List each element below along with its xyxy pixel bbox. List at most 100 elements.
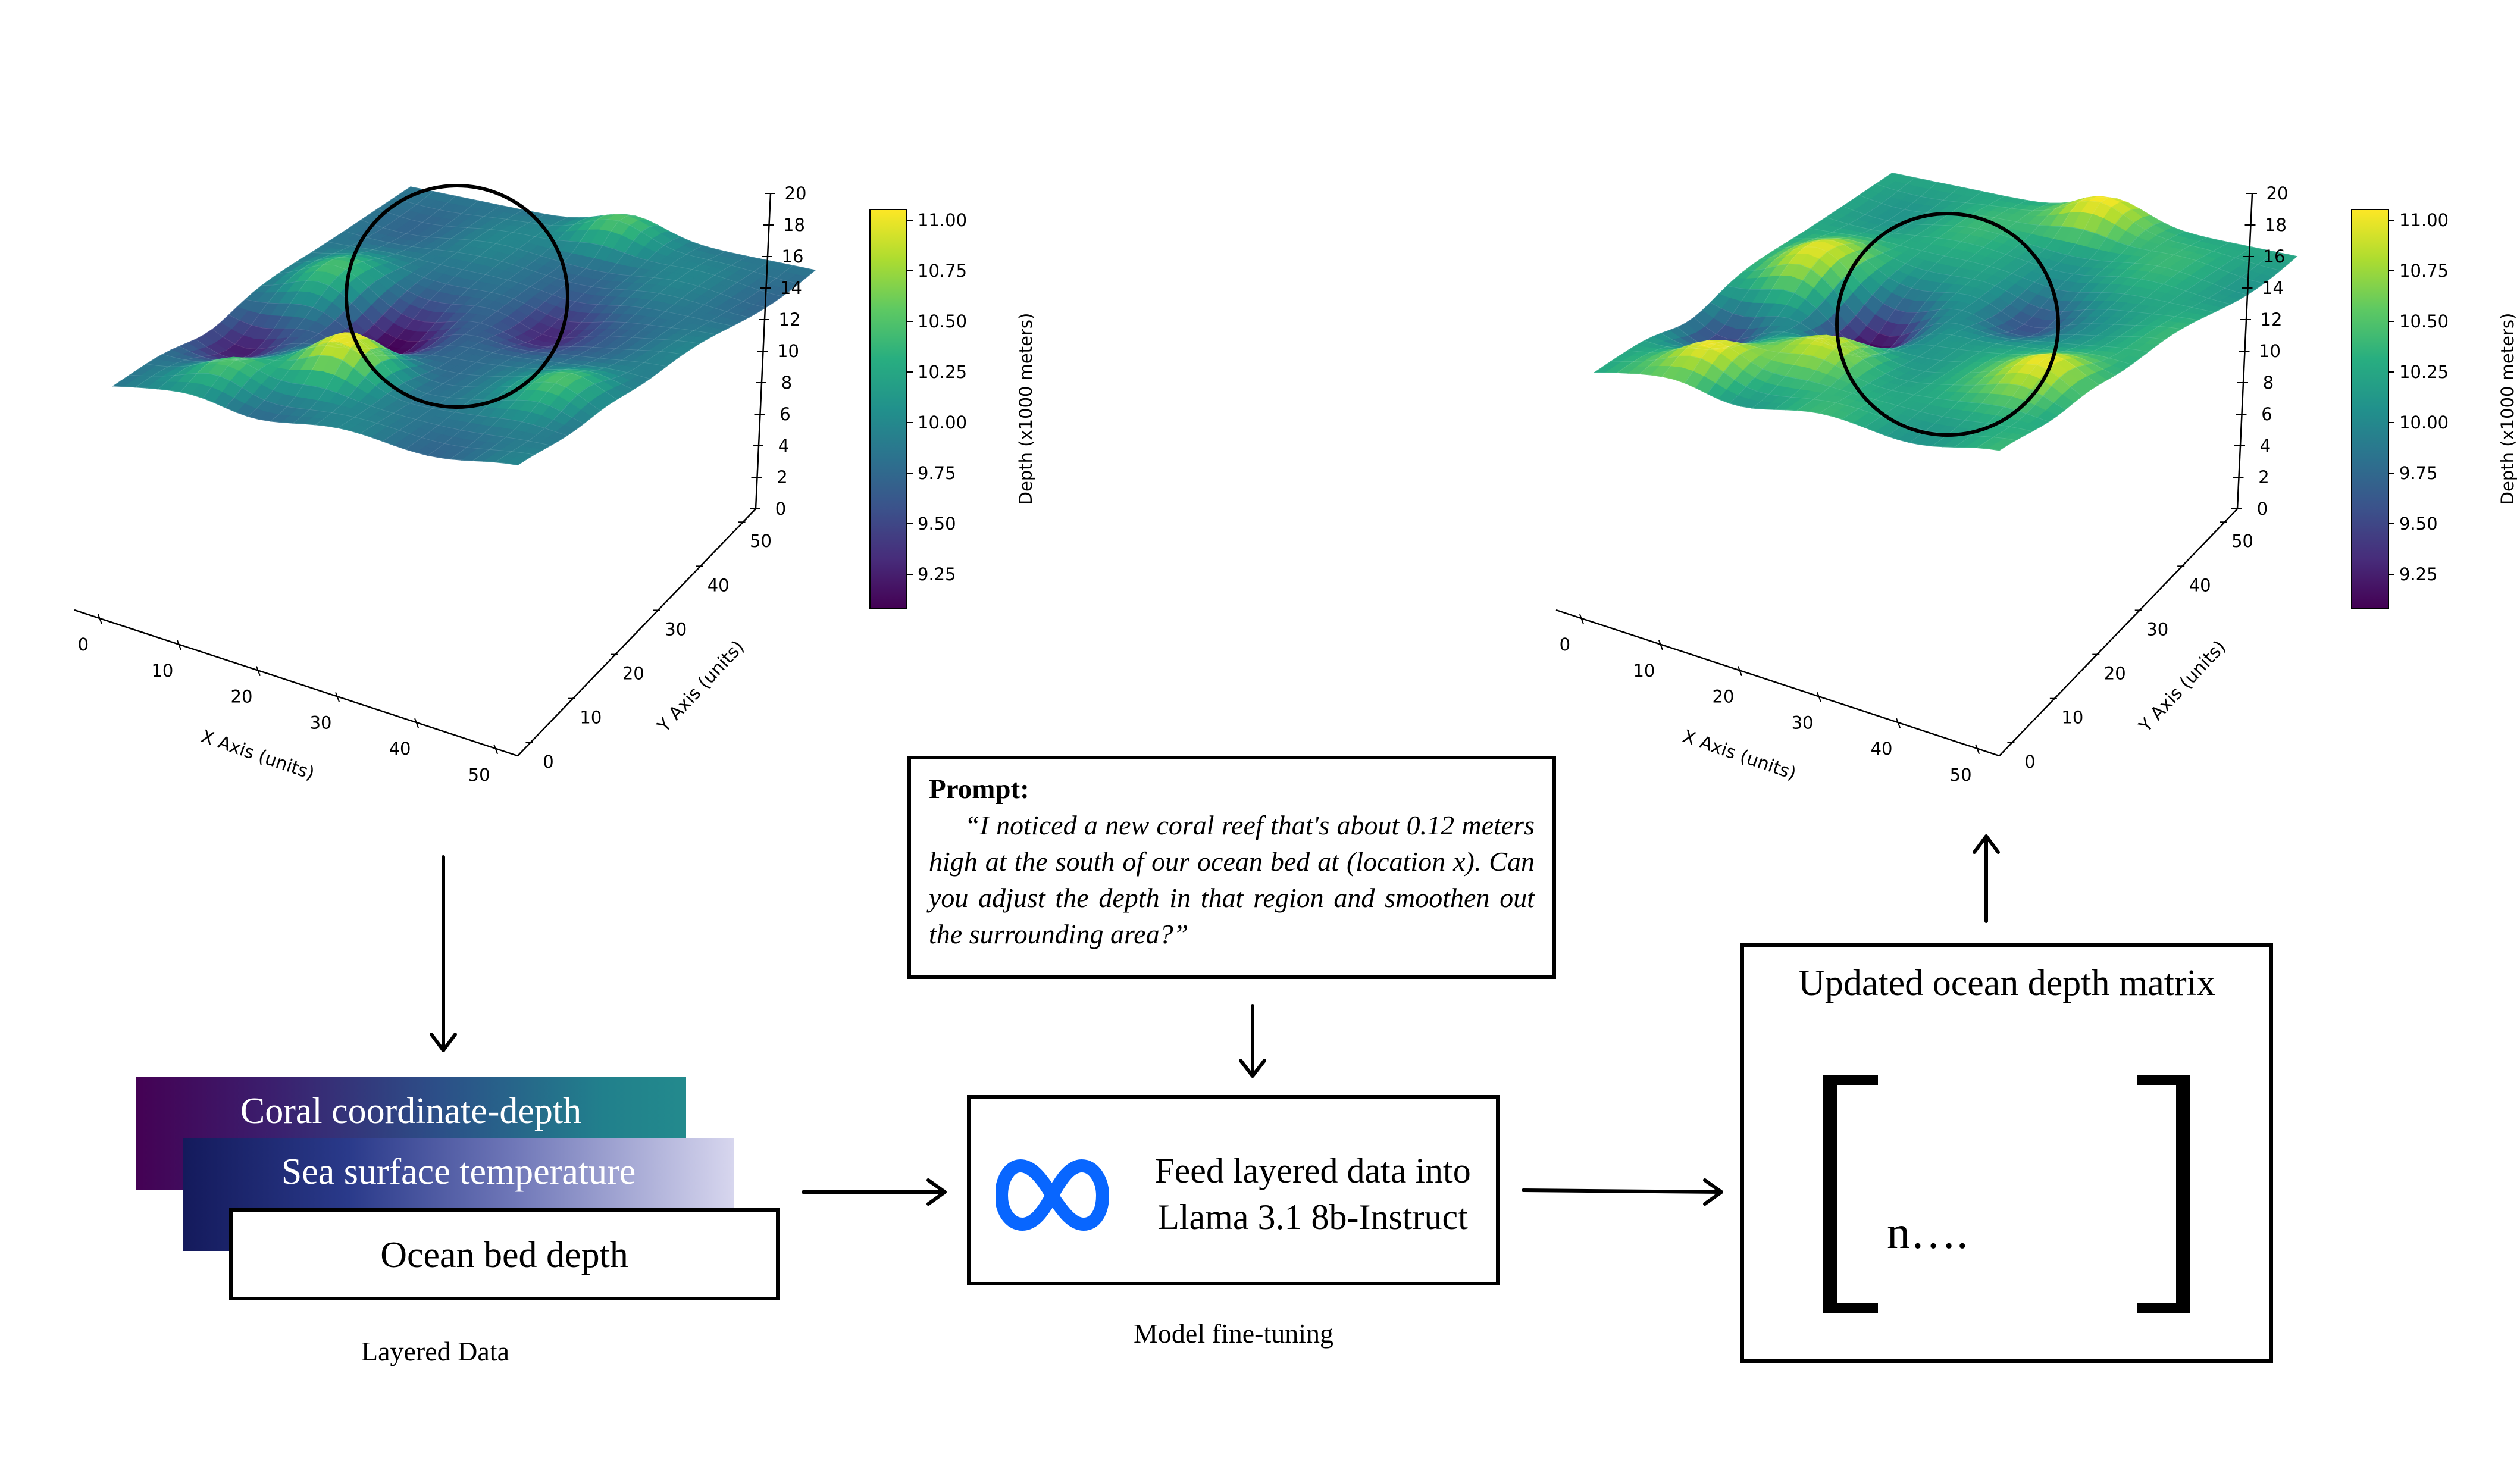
matrix-content: n…. (1887, 1206, 1968, 1258)
z-tick-label: 8 (781, 373, 792, 393)
mesh-line (135, 191, 434, 388)
prompt-box: Prompt: “I noticed a new coral reef that… (907, 756, 1556, 979)
z-tick-label: 6 (780, 404, 790, 424)
mesh-line (179, 334, 584, 424)
left-bracket-icon (1823, 1075, 1878, 1313)
mesh-line (112, 186, 411, 387)
x-tick-label: 30 (310, 712, 332, 733)
z-tick-label: 0 (775, 499, 786, 519)
z-tick-label: 18 (783, 215, 805, 235)
mesh-line (245, 299, 650, 379)
model-line-2: Llama 3.1 8b-Instruct (1157, 1197, 1468, 1237)
z-tick-label: 4 (778, 436, 789, 456)
mesh-line (146, 358, 551, 446)
right-bracket-icon (2137, 1075, 2190, 1313)
mesh-line (450, 256, 748, 459)
mesh-line (202, 205, 501, 399)
highlight-circle (345, 184, 569, 409)
colorbar-tick-label: 10.50 (918, 311, 967, 331)
mesh-line (394, 198, 799, 284)
colorbar-tick-label: 9.75 (918, 463, 956, 483)
mesh-line (248, 214, 546, 417)
layer-ocean-bed-depth: Ocean bed depth (229, 1208, 780, 1300)
y-tick-label: 10 (580, 708, 602, 728)
mesh-line (472, 260, 771, 461)
colorbar: 9.25 9.50 9.75 10.00 10.25 10.50 10.75 11.00 Dep… (869, 209, 1036, 609)
mesh-line (377, 208, 782, 297)
x-tick-mark (335, 692, 340, 702)
mesh-line (295, 257, 700, 344)
mesh-line (195, 336, 601, 411)
mesh-line (328, 242, 733, 327)
layer-ocean-bed-label: Ocean bed depth (380, 1235, 628, 1275)
x-tick-mark (493, 744, 499, 755)
mesh-line (337, 215, 636, 428)
z-tick-label: 20 (785, 183, 807, 204)
layer-coral-label: Coral coordinate-depth (240, 1091, 582, 1131)
x-tick-label: 10 (151, 661, 173, 681)
arrow-model-to-matrix (1522, 1188, 1721, 1194)
model-description: Feed layered data into Llama 3.1 8b-Inst… (1134, 1147, 1491, 1240)
model-fine-tuning-caption: Model fine-tuning (1134, 1318, 1333, 1349)
surface-mesh (112, 186, 816, 466)
colorbar-gradient (869, 209, 907, 609)
colorbar-tick-label: 11.00 (918, 210, 967, 230)
matrix-title: Updated ocean depth matrix (1798, 963, 2215, 1003)
mesh-line (360, 224, 658, 434)
prompt-title: Prompt: (929, 774, 1029, 805)
model-box: Feed layered data into Llama 3.1 8b-Inst… (967, 1095, 1500, 1285)
x-tick-label: 50 (468, 765, 490, 785)
x-tick-label: 0 (78, 634, 89, 655)
y-tick-label: 50 (750, 531, 772, 551)
x-tick-label: 20 (231, 687, 253, 707)
z-tick-label: 2 (777, 467, 787, 487)
z-tick-label: 14 (780, 278, 802, 298)
mesh-line (427, 251, 726, 456)
mesh-line (311, 252, 716, 335)
mesh-line (292, 217, 591, 424)
surface-mesh (1594, 173, 2298, 451)
mesh-line (158, 196, 456, 390)
colorbar-tick-label: 9.50 (918, 514, 956, 534)
x-axis-line (74, 609, 518, 757)
mesh-line (405, 245, 703, 450)
mesh-line (494, 265, 793, 462)
mesh-line (129, 373, 534, 455)
mesh-line (410, 186, 816, 271)
colorbar-tick-label: 10.75 (918, 261, 967, 281)
z-tick-label: 12 (779, 309, 801, 330)
mesh-line (261, 280, 667, 367)
z-tick-label: 16 (782, 246, 804, 267)
x-tick-label: 40 (389, 739, 411, 759)
mesh-line (225, 209, 524, 408)
y-axis-line (517, 508, 756, 756)
colorbar-tick-label: 9.25 (918, 564, 956, 584)
mesh-line (180, 200, 478, 393)
mesh-line (162, 354, 568, 436)
z-tick-label: 10 (777, 341, 799, 361)
updated-matrix-box: Updated ocean depth matrix n…. (1740, 943, 2273, 1363)
meta-infinity-icon (996, 1159, 1109, 1231)
prompt-text: “I noticed a new coral reef that's about… (929, 810, 1535, 949)
surface-cell (505, 457, 527, 466)
mesh-line (344, 230, 750, 318)
x-tick-mark (177, 640, 181, 650)
x-tick-mark (256, 666, 261, 676)
x-tick-mark (97, 614, 102, 624)
colorbar-label: Depth (x1000 meters) (1016, 313, 1036, 505)
mesh-line (112, 386, 518, 465)
mesh-line (383, 236, 681, 442)
y-tick-label: 40 (708, 575, 730, 595)
y-tick-label: 0 (543, 752, 553, 772)
model-line-1: Feed layered data into (1154, 1151, 1471, 1190)
layer-sst-label: Sea surface temperature (281, 1152, 636, 1192)
y-tick-label: 20 (622, 664, 644, 684)
colorbar-tick-label: 10.00 (918, 412, 967, 433)
y-tick-label: 30 (665, 619, 687, 639)
mesh-line (228, 314, 634, 390)
layered-data-caption: Layered Data (361, 1336, 510, 1366)
x-tick-mark (414, 718, 419, 728)
colorbar-tick-label: 10.25 (918, 362, 967, 382)
